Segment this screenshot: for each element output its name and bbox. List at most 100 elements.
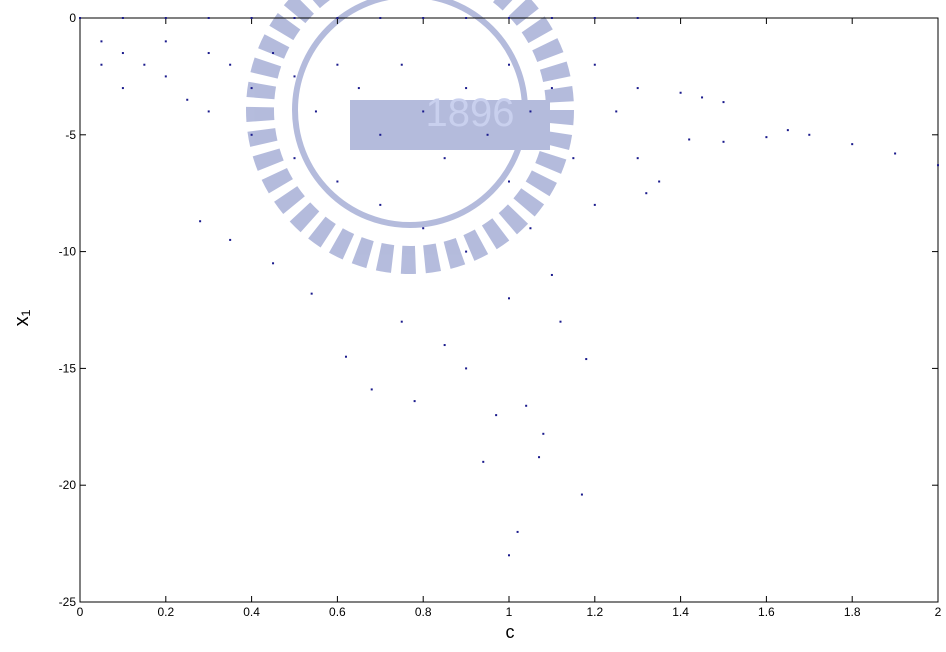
point [508, 17, 510, 19]
point [336, 17, 338, 19]
y-tick-label: -20 [59, 478, 77, 492]
x-axis-label: c [506, 622, 515, 642]
point [294, 157, 296, 159]
point [165, 17, 167, 19]
point [551, 87, 553, 89]
point [444, 344, 446, 346]
point [594, 64, 596, 66]
point [551, 17, 553, 19]
watermark-logo [260, 0, 560, 260]
point [79, 17, 81, 19]
point [422, 227, 424, 229]
point [508, 297, 510, 299]
chart: 1896 c x₁ 00.20.40.60.811.21.41.61.82-25… [0, 0, 946, 652]
point [414, 400, 416, 402]
point [294, 75, 296, 77]
point [585, 358, 587, 360]
point [894, 152, 896, 154]
point [251, 134, 253, 136]
point [371, 388, 373, 390]
point [538, 456, 540, 458]
point [723, 101, 725, 103]
point [345, 356, 347, 358]
point [508, 181, 510, 183]
y-axis-label: x₁ [11, 309, 33, 326]
point [680, 92, 682, 94]
point [208, 17, 210, 19]
point [251, 87, 253, 89]
y-tick-label: 0 [69, 11, 76, 25]
point [122, 17, 124, 19]
point [508, 554, 510, 556]
point [851, 143, 853, 145]
point [487, 134, 489, 136]
point [529, 227, 531, 229]
point [465, 251, 467, 253]
point [315, 110, 317, 112]
x-tick-label: 1 [506, 605, 513, 619]
point [229, 64, 231, 66]
point [100, 64, 102, 66]
point [937, 164, 939, 166]
x-tick-label: 0.6 [329, 605, 346, 619]
point [723, 141, 725, 143]
point [808, 134, 810, 136]
x-tick-label: 1.4 [672, 605, 689, 619]
point [122, 52, 124, 54]
point [186, 99, 188, 101]
point [165, 75, 167, 77]
point [379, 204, 381, 206]
point [336, 64, 338, 66]
point [444, 157, 446, 159]
point [208, 110, 210, 112]
point [251, 17, 253, 19]
point [465, 17, 467, 19]
y-tick-label: -25 [59, 595, 77, 609]
x-tick-label: 1.6 [758, 605, 775, 619]
x-tick-label: 1.8 [844, 605, 861, 619]
point [645, 192, 647, 194]
x-tick-label: 0 [77, 605, 84, 619]
point [688, 138, 690, 140]
point [542, 433, 544, 435]
point [272, 52, 274, 54]
point [701, 96, 703, 98]
point [422, 17, 424, 19]
point [100, 40, 102, 42]
point [508, 64, 510, 66]
point [311, 293, 313, 295]
point [529, 110, 531, 112]
point [637, 87, 639, 89]
point [401, 321, 403, 323]
x-tick-label: 2 [935, 605, 942, 619]
point [482, 461, 484, 463]
point [465, 87, 467, 89]
point [401, 64, 403, 66]
point [495, 414, 497, 416]
point [422, 110, 424, 112]
point [229, 239, 231, 241]
point [336, 181, 338, 183]
point [615, 110, 617, 112]
point [765, 136, 767, 138]
point [637, 157, 639, 159]
point [272, 262, 274, 264]
x-tick-label: 0.2 [157, 605, 174, 619]
point [525, 405, 527, 407]
point [199, 220, 201, 222]
point [379, 17, 381, 19]
point [572, 157, 574, 159]
point [551, 274, 553, 276]
point [637, 17, 639, 19]
point [122, 87, 124, 89]
point [594, 204, 596, 206]
x-tick-label: 0.8 [415, 605, 432, 619]
point [294, 17, 296, 19]
point [594, 17, 596, 19]
y-tick-label: -10 [59, 245, 77, 259]
x-tick-label: 1.2 [586, 605, 603, 619]
point [658, 181, 660, 183]
point [208, 52, 210, 54]
y-tick-label: -5 [65, 128, 76, 142]
point [165, 40, 167, 42]
